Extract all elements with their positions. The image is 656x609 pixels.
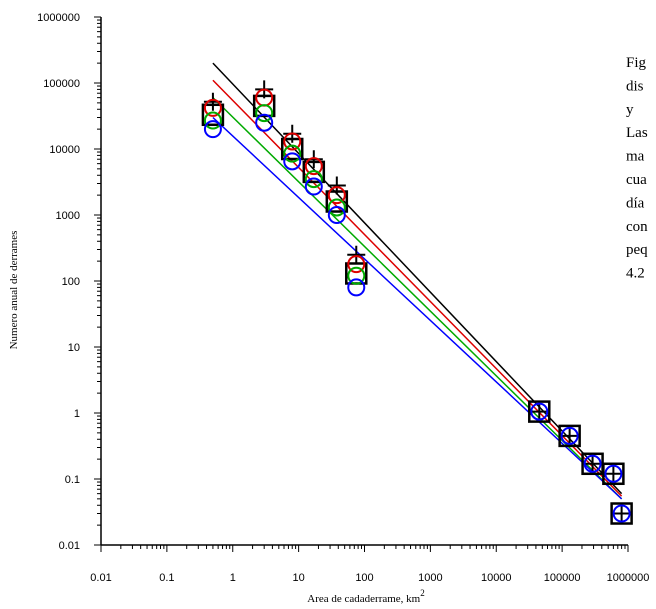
x-tick-label: 100000 [544, 572, 581, 584]
x-tick-label: 10 [293, 572, 305, 584]
caption-line: peq [626, 242, 648, 258]
caption-line: y [626, 102, 634, 118]
circle-marker [304, 157, 323, 176]
square-marker [528, 400, 551, 423]
circle-marker [304, 170, 323, 189]
circle-marker [347, 255, 366, 274]
x-tick-label: 1 [230, 572, 236, 584]
y-tick-label: 0.01 [59, 540, 80, 552]
square-marker [610, 502, 633, 525]
circle-marker [530, 402, 549, 421]
caption-text: Fig dis y Las ma cua día con peq 4.2 [626, 55, 648, 282]
x-axis-title-superscript: 2 [420, 588, 425, 598]
y-tick-label: 100 [62, 276, 80, 288]
caption-line: ma [626, 149, 645, 165]
circle-marker [283, 144, 302, 163]
circle-marker [347, 266, 366, 285]
circle-marker [283, 132, 302, 151]
caption-line: dis [626, 78, 644, 94]
x-tick-label: 0.01 [90, 572, 111, 584]
circle-marker [327, 206, 346, 224]
circle-marker [255, 104, 274, 123]
fit-line [212, 97, 623, 500]
caption-line: Fig [626, 55, 647, 71]
y-tick-label: 100000 [43, 78, 80, 90]
y-tick-label: 1000 [56, 210, 80, 222]
axes: 0.01 0.1 1 10 100 1000 10000 100000 1000000 0.01 0… [37, 12, 649, 584]
circle-marker [203, 111, 222, 130]
plus-marker [530, 402, 549, 421]
x-tick-label: 10000 [481, 572, 512, 584]
plus-marker [327, 176, 346, 195]
caption-line: 4.2 [626, 266, 645, 282]
circle-marker [583, 454, 602, 473]
caption-line: día [626, 195, 645, 211]
x-tick-label: 1000 [418, 572, 442, 584]
caption-line: cua [626, 172, 647, 188]
markers [201, 80, 633, 525]
x-tick-label: 1000000 [607, 572, 650, 584]
y-tick-label: 0.1 [65, 474, 80, 486]
y-tick-label: 1 [74, 408, 80, 420]
circle-marker [255, 113, 274, 132]
square-marker [602, 462, 625, 486]
circle-marker [604, 464, 623, 483]
square-marker [558, 424, 581, 448]
circle-marker [283, 152, 302, 171]
circle-marker [347, 278, 366, 297]
fit-lines [212, 62, 623, 500]
caption-line: Las [626, 125, 648, 141]
circle-marker [304, 177, 323, 196]
plus-marker [604, 464, 623, 483]
fit-line [212, 62, 623, 495]
circle-marker [560, 426, 579, 445]
circle-marker [327, 198, 346, 217]
fit-line [212, 116, 623, 500]
circle-marker [612, 504, 631, 523]
plus-marker [583, 454, 602, 473]
x-axis-title: Area de cadaderrame, km2 [307, 588, 425, 605]
plus-marker [560, 426, 579, 445]
y-tick-label: 10 [68, 342, 80, 354]
plus-marker [347, 245, 366, 264]
circle-marker [203, 120, 222, 139]
y-tick-label: 10000 [49, 144, 80, 156]
plus-marker [304, 150, 323, 169]
plus-marker [612, 504, 631, 523]
y-axis-title: Numero anual de derrames [8, 231, 20, 350]
x-axis-title-text: Area de cadaderrame, km [307, 593, 420, 605]
circle-marker [203, 98, 222, 117]
x-tick-label: 100 [355, 572, 373, 584]
circle-marker [327, 186, 346, 205]
caption-line: con [626, 219, 648, 235]
y-tick-label: 1000000 [37, 12, 80, 24]
x-tick-label: 0.1 [159, 572, 174, 584]
